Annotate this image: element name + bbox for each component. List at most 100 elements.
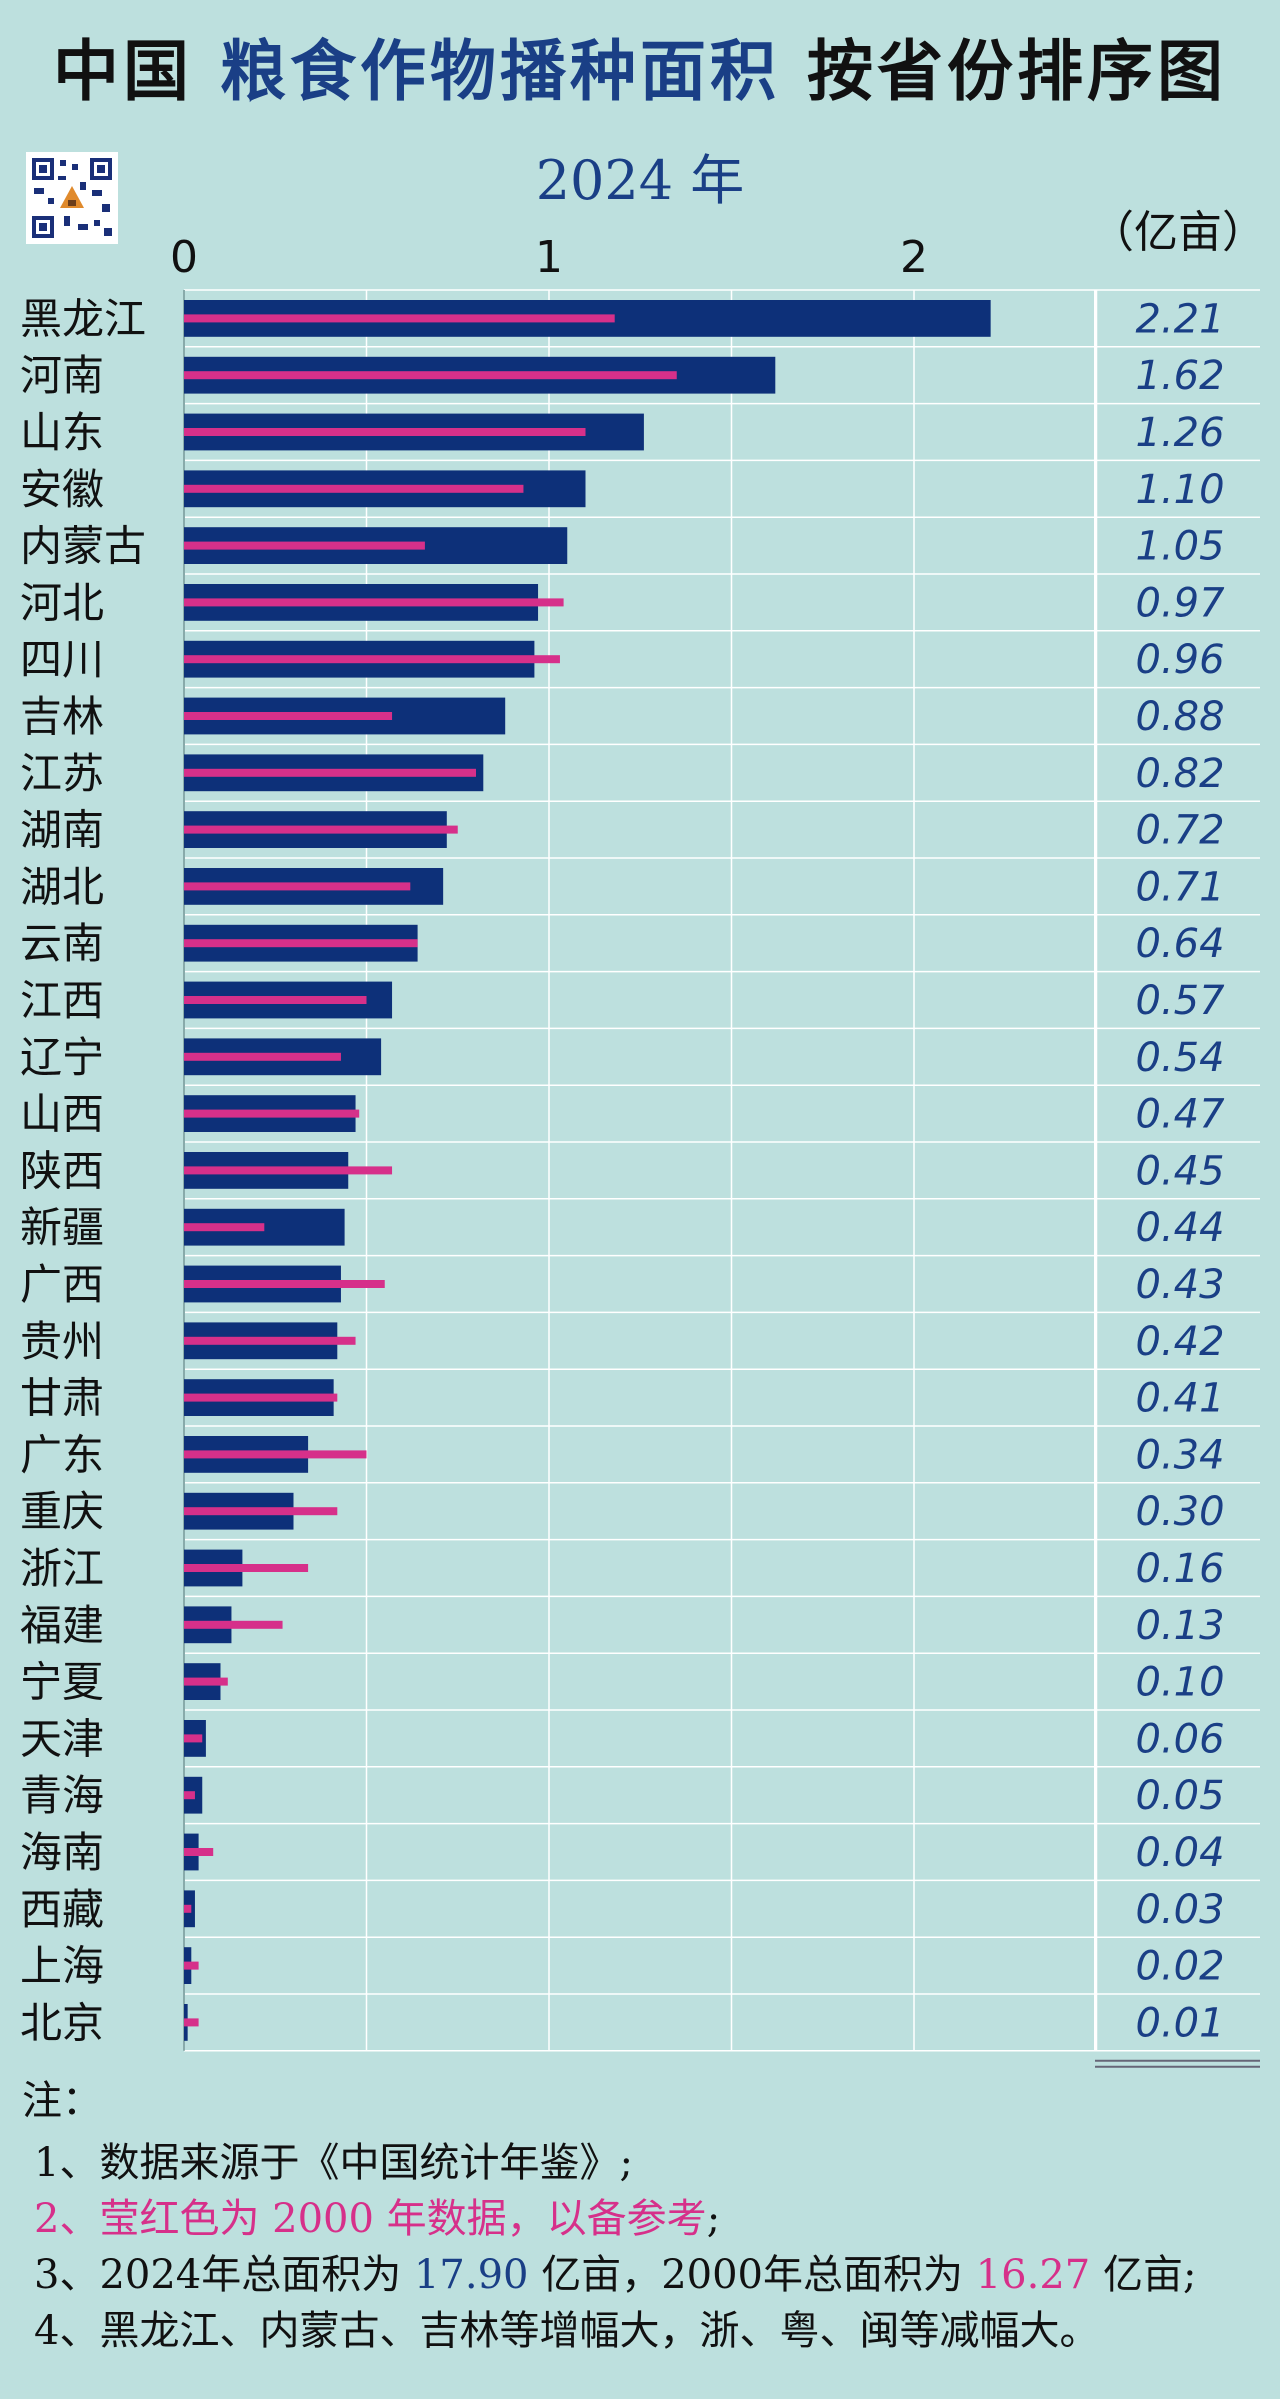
bar-2000 (184, 1961, 199, 1970)
bar-2000 (184, 1904, 192, 1913)
bar-2000 (184, 1564, 309, 1572)
note-line-2-tail: ; (706, 2196, 721, 2242)
bar-2000 (184, 1393, 338, 1402)
value-label: 0.47 (1135, 1092, 1225, 1138)
value-label: 1.26 (1135, 410, 1224, 456)
y-category-label: 上海 (20, 1942, 104, 1991)
value-label: 0.03 (1135, 1887, 1224, 1933)
y-category-label: 北京 (20, 1998, 104, 2047)
bar-2000 (184, 598, 564, 607)
value-label: 0.72 (1135, 808, 1224, 854)
note-line-3-e: 亿亩; (1090, 2252, 1197, 2298)
value-label: 0.34 (1135, 1432, 1224, 1478)
bar-2000 (184, 825, 458, 834)
y-category-label: 江苏 (20, 749, 104, 798)
bar-2000 (184, 1507, 338, 1516)
note-total-2000: 16.27 (975, 2252, 1091, 2298)
note-line-2-highlight: 2、莹红色为 2000 年数据，以备参考 (34, 2196, 707, 2242)
bar-2000 (184, 882, 411, 891)
title-part-3: 按省份排序图 (806, 32, 1227, 110)
chart-subtitle: 2024 年 (535, 149, 745, 212)
y-category-label: 安徽 (20, 465, 104, 514)
bar-2000 (184, 1677, 228, 1686)
note-line-3: 3、2024年总面积为 17.90 亿亩，2000年总面积为 16.27 亿亩; (34, 2242, 1196, 2300)
bar-2000 (184, 541, 425, 550)
y-category-label: 贵州 (20, 1317, 104, 1366)
y-category-label: 新疆 (20, 1203, 104, 1252)
bar-2000 (184, 484, 524, 493)
value-label: 0.05 (1135, 1773, 1224, 1819)
bar-2000 (184, 1280, 385, 1288)
note-line-3-c: 亿亩，2000年总面积为 (528, 2252, 976, 2298)
y-category-label: 湖南 (20, 806, 104, 855)
y-category-label: 天津 (20, 1714, 104, 1763)
bar-2000 (184, 996, 367, 1004)
y-category-label: 辽宁 (20, 1033, 104, 1082)
value-label: 1.10 (1135, 467, 1224, 513)
value-label: 0.10 (1135, 1660, 1224, 1706)
bar-2000 (184, 1109, 360, 1118)
y-category-label: 西藏 (20, 1885, 104, 1934)
bar-2000 (184, 1450, 367, 1459)
value-label: 0.44 (1135, 1205, 1224, 1251)
title-part-1: 中国 (53, 32, 194, 110)
total-value-label: 17.90 (1105, 2077, 1244, 2080)
value-label: 0.57 (1135, 978, 1225, 1024)
bar-2000 (184, 768, 476, 777)
y-category-label: 宁夏 (20, 1658, 104, 1707)
note-line-2: 2、莹红色为 2000 年数据，以备参考; (34, 2186, 720, 2244)
bar-chart: 0 1 2 黑龙江 2.21 河南 1.62 山东 1.26 安徽 1.10 内蒙古 1.05 河北 0.9… (20, 232, 1260, 2080)
y-category-label: 云南 (20, 919, 104, 968)
bar-2000 (184, 655, 560, 664)
bar-2000 (184, 1791, 195, 1800)
y-category-label: 吉林 (20, 692, 104, 741)
value-label: 0.02 (1135, 1944, 1224, 1990)
y-category-label: 甘肃 (20, 1374, 104, 1423)
qr-code-icon[interactable] (26, 152, 118, 244)
x-tick-label: 0 (170, 232, 198, 283)
bar-2000 (184, 428, 586, 436)
y-category-label: 广西 (20, 1260, 104, 1309)
y-category-label: 青海 (20, 1771, 104, 1820)
bar-2000 (184, 1848, 214, 1856)
bar-2000 (184, 1052, 341, 1061)
y-category-label: 四川 (20, 635, 104, 684)
chart-title: 中国 粮食作物播种面积 按省份排序图 (0, 18, 1280, 114)
value-label: 0.82 (1135, 751, 1224, 797)
value-label: 0.04 (1135, 1830, 1224, 1876)
value-label: 0.06 (1135, 1716, 1224, 1762)
value-label: 0.42 (1135, 1319, 1224, 1365)
value-label: 0.16 (1135, 1546, 1224, 1592)
note-line-3-a: 3、2024年总面积为 (34, 2252, 414, 2298)
y-category-label: 湖北 (20, 862, 104, 911)
value-label: 0.45 (1135, 1148, 1224, 1194)
note-line-1: 1、数据来源于《中国统计年鉴》; (34, 2140, 633, 2186)
y-category-label: 陕西 (20, 1146, 104, 1195)
y-category-label: 福建 (20, 1601, 104, 1650)
notes-heading: 注： (22, 2078, 102, 2124)
value-label: 0.43 (1135, 1262, 1224, 1308)
value-label: 0.13 (1135, 1603, 1224, 1649)
value-label: 1.62 (1135, 353, 1224, 399)
value-label: 0.41 (1135, 1376, 1224, 1422)
value-label: 0.64 (1135, 921, 1224, 967)
value-label: 0.71 (1135, 864, 1224, 910)
y-category-label: 河南 (20, 351, 104, 400)
y-category-label: 江西 (20, 976, 104, 1025)
value-label: 0.88 (1135, 694, 1224, 740)
y-category-label: 山东 (20, 408, 104, 457)
y-category-label: 河北 (20, 578, 104, 627)
bar-2000 (184, 939, 418, 948)
y-category-label: 广东 (20, 1430, 104, 1479)
y-category-label: 重庆 (20, 1487, 104, 1536)
y-category-label: 黑龙江 (20, 294, 146, 343)
title-part-2: 粮食作物播种面积 (220, 32, 780, 110)
value-label: 0.54 (1135, 1035, 1224, 1081)
bar-2000 (184, 1734, 203, 1743)
value-label: 0.97 (1135, 580, 1225, 626)
bar-2000 (184, 1336, 356, 1345)
bar-2000 (184, 2018, 199, 2027)
note-total-2024: 17.90 (413, 2252, 529, 2298)
bar-2000 (184, 1166, 393, 1175)
y-category-label: 内蒙古 (20, 522, 146, 571)
